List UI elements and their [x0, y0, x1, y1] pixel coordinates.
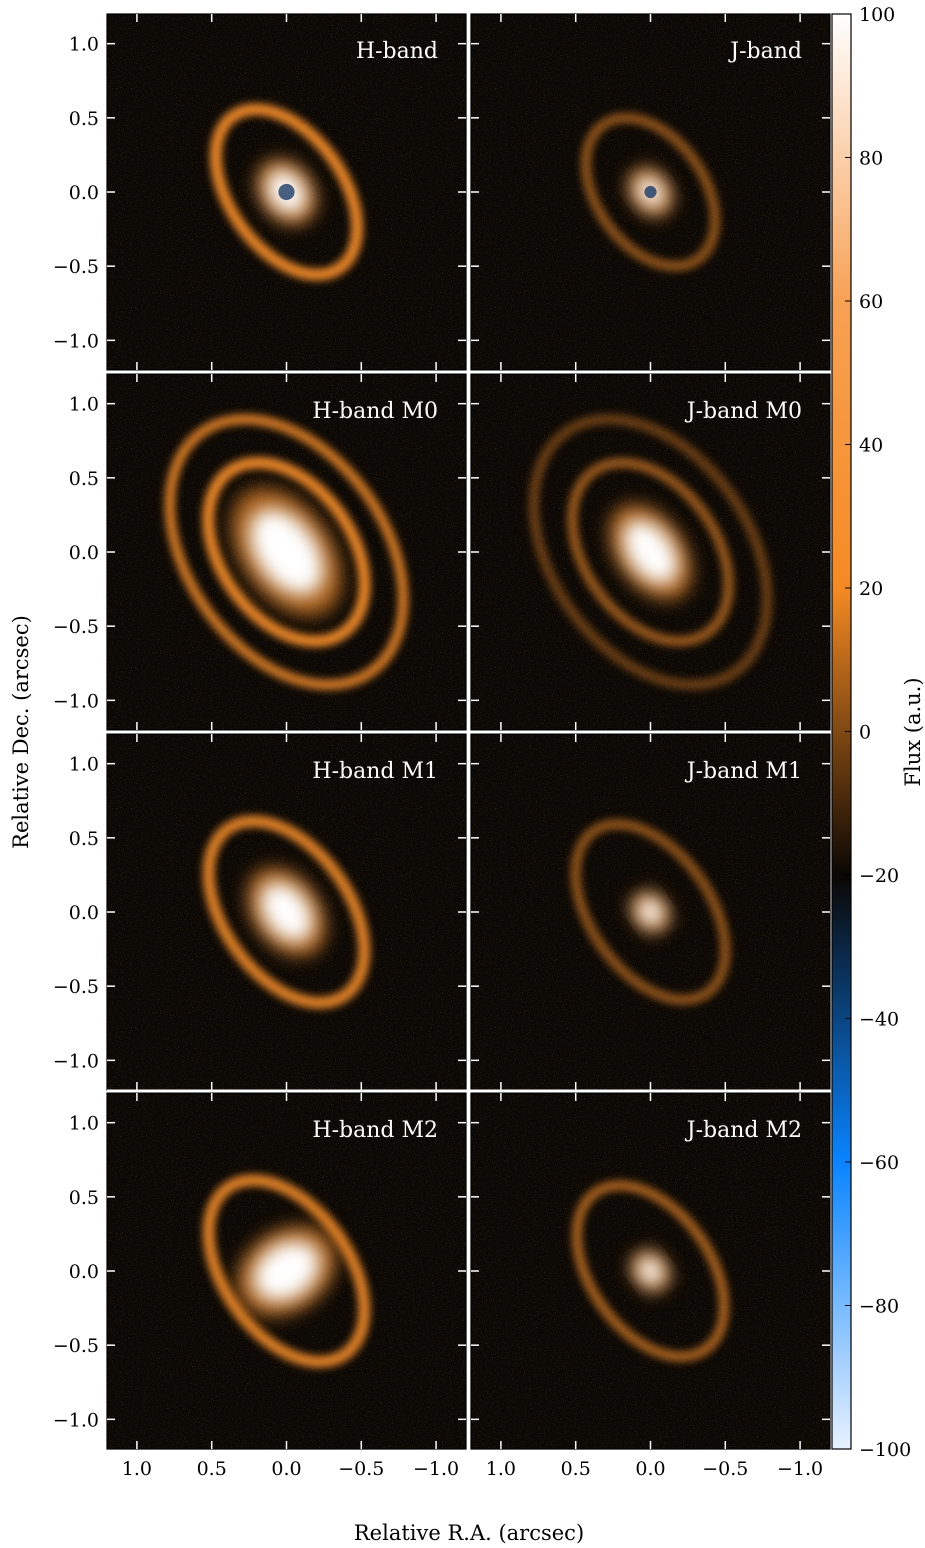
y-tick-label: 0.0 [69, 542, 99, 564]
image-panel: J-band M2 1.0 0.5 0.0 −0.5 −1.0 [470, 1092, 831, 1480]
x-tick-label: −1.0 [413, 1458, 459, 1480]
disk-ring [202, 815, 371, 1009]
panel-label: H-band [356, 39, 438, 64]
disk-ring [571, 1180, 730, 1362]
x-tick-label: 1.0 [486, 1458, 516, 1480]
image-panel: J-band M1 [470, 733, 831, 1091]
panel-label: H-band M0 [312, 399, 438, 424]
panels-layer: H-band 1.0 0.5 0.0 −0.5 −1.0 J-band H-band M0 1.… [53, 13, 831, 1480]
disk-ring [567, 457, 734, 647]
x-tick-label: −0.5 [702, 1458, 748, 1480]
disk-core [253, 1240, 320, 1302]
disk-ring [528, 414, 773, 690]
colorbar-tick-label: −80 [859, 1296, 899, 1318]
disk-core [637, 1256, 664, 1286]
y-tick-label: 0.0 [69, 1261, 99, 1283]
y-tick-label: −0.5 [53, 256, 99, 278]
colorbar: 100 80 60 40 20 0 −20 −40 −60 −80 −100 [831, 4, 911, 1461]
coronagraph-mask [644, 185, 657, 199]
colorbar-tick-label: 60 [859, 291, 883, 313]
y-tick-label: −1.0 [53, 1409, 99, 1431]
image-panel: J-band [470, 13, 831, 371]
disk-ring [164, 414, 409, 690]
x-tick-label: 0.5 [197, 1458, 227, 1480]
coronagraph-mask [278, 183, 295, 201]
image-panel: H-band 1.0 0.5 0.0 −0.5 −1.0 [53, 13, 467, 371]
disk-emission [528, 414, 773, 690]
y-tick-label: −1.0 [53, 1050, 99, 1072]
colorbar-label: Flux (a.u.) [901, 677, 925, 786]
disk-ring [209, 103, 364, 281]
image-panel: J-band M0 [470, 373, 831, 731]
y-tick-label: 1.0 [69, 1113, 99, 1135]
y-tick-label: 0.5 [69, 468, 99, 490]
x-tick-label: 0.0 [635, 1458, 665, 1480]
y-tick-label: −1.0 [53, 690, 99, 712]
y-axis-label: Relative Dec. (arcsec) [9, 615, 33, 849]
image-panel: H-band M1 1.0 0.5 0.0 −0.5 −1.0 [53, 733, 467, 1091]
disk-ring [202, 1174, 371, 1368]
image-panel: H-band M2 1.0 0.5 0.0 −0.5 −1.0 1.0 0.5 0.0 −0.5 −… [53, 1092, 467, 1480]
y-tick-label: 0.0 [69, 182, 99, 204]
colorbar-tick-label: −60 [859, 1152, 899, 1174]
disk-core [260, 882, 313, 942]
colorbar-tick-label: 40 [859, 435, 883, 457]
disk-core [637, 897, 664, 927]
colorbar-tick-label: 20 [859, 578, 883, 600]
disk-emission [202, 1174, 371, 1368]
image-panel: H-band M0 1.0 0.5 0.0 −0.5 −1.0 [53, 373, 467, 731]
panel-label: H-band M1 [312, 759, 438, 784]
x-tick-label: 1.0 [122, 1458, 152, 1480]
y-tick-label: −1.0 [53, 330, 99, 352]
y-tick-label: −0.5 [53, 616, 99, 638]
disk-emission [570, 818, 731, 1006]
y-tick-label: 0.5 [69, 828, 99, 850]
panel-label: J-band M0 [685, 399, 802, 424]
x-axis-label: Relative R.A. (arcsec) [354, 1521, 584, 1545]
colorbar-tick-label: 80 [859, 148, 883, 170]
y-tick-label: 1.0 [69, 394, 99, 416]
y-tick-label: 0.0 [69, 902, 99, 924]
y-tick-label: 0.5 [69, 1187, 99, 1209]
y-tick-label: 0.5 [69, 108, 99, 130]
panel-label: J-band M2 [685, 1118, 802, 1143]
colorbar-tick-label: −20 [859, 865, 899, 887]
x-tick-label: 0.5 [561, 1458, 591, 1480]
panel-label: J-band M1 [685, 759, 802, 784]
disk-emission [164, 414, 409, 690]
panel-label: H-band M2 [312, 1118, 438, 1143]
colorbar-tick-label: −40 [859, 1009, 899, 1031]
colorbar-tick-label: −100 [859, 1439, 911, 1461]
colorbar-tick-label: 100 [859, 4, 895, 26]
disk-emission [209, 103, 364, 281]
disk-emission [571, 1180, 730, 1362]
disk-core [622, 519, 679, 585]
disk-emission [202, 815, 371, 1009]
y-tick-label: 1.0 [69, 754, 99, 776]
y-tick-label: 1.0 [69, 34, 99, 56]
disk-ring [570, 818, 731, 1006]
x-tick-label: −0.5 [338, 1458, 384, 1480]
y-tick-label: −0.5 [53, 1335, 99, 1357]
x-tick-label: −1.0 [777, 1458, 823, 1480]
disk-ring [202, 456, 371, 648]
disk-core [249, 509, 324, 595]
panel-label: J-band [728, 39, 802, 64]
y-tick-label: −0.5 [53, 976, 99, 998]
x-tick-label: 0.0 [271, 1458, 301, 1480]
colorbar-tick-label: 0 [859, 722, 871, 744]
